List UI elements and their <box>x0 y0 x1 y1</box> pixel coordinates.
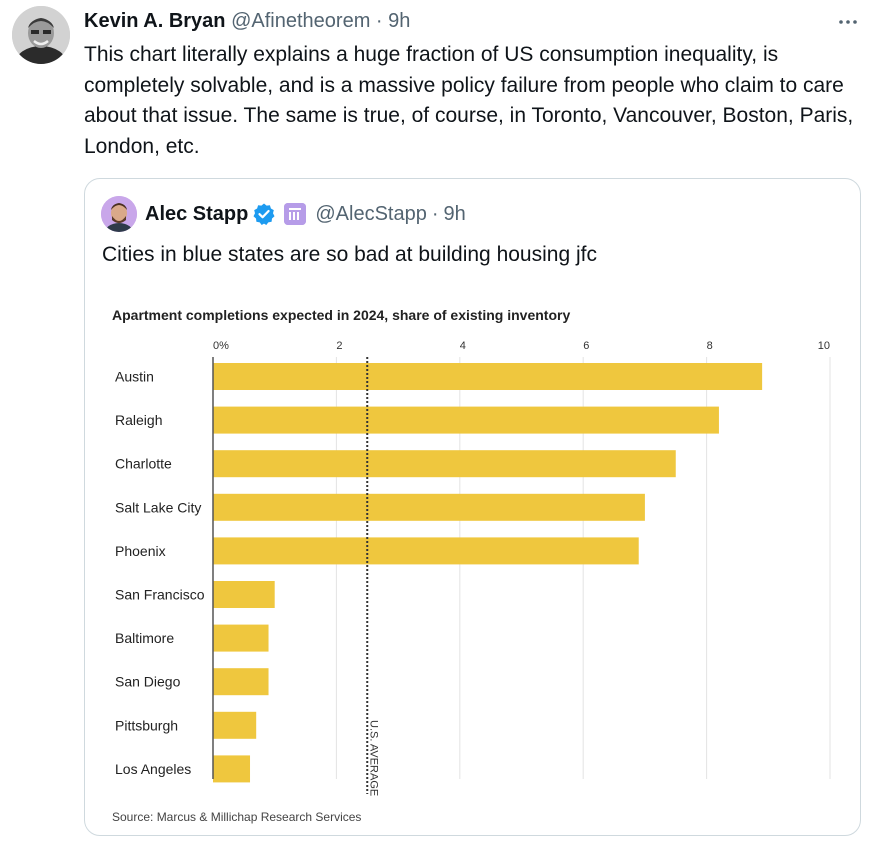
affiliation-badge-icon[interactable] <box>284 203 307 225</box>
chart-title: Apartment completions expected in 2024, … <box>112 307 570 323</box>
x-tick-label: 0% <box>213 340 229 352</box>
bar <box>213 493 645 521</box>
quoted-author-name[interactable]: Alec Stapp <box>145 203 249 225</box>
quoted-separator: · <box>431 203 439 225</box>
x-tick-label: 4 <box>460 340 466 352</box>
bar <box>213 450 676 478</box>
bar <box>213 755 251 783</box>
category-label: Baltimore <box>115 630 174 646</box>
us-average-label: U.S. AVERAGE <box>367 720 379 796</box>
category-label: Los Angeles <box>115 761 191 777</box>
category-label: Pittsburgh <box>115 717 178 733</box>
quoted-tweet-text: Cities in blue states are so bad at buil… <box>102 243 597 266</box>
bar <box>213 406 719 434</box>
category-label: Raleigh <box>115 412 162 428</box>
quoted-tweet-time[interactable]: 9h <box>443 203 466 225</box>
category-label: Salt Lake City <box>115 499 201 515</box>
bar <box>213 363 763 390</box>
category-label: San Diego <box>115 674 181 690</box>
bar <box>213 668 269 696</box>
tweet-text: This chart literally explains a huge fra… <box>84 43 854 158</box>
chart-source: Source: Marcus & Millichap Research Serv… <box>112 810 361 824</box>
x-tick-label: 8 <box>707 340 713 352</box>
quoted-author-avatar[interactable] <box>101 196 137 232</box>
bar <box>213 581 275 608</box>
x-tick-label: 10 <box>818 340 830 352</box>
author-name[interactable]: Kevin A. Bryan <box>84 10 226 32</box>
category-label: San Francisco <box>115 587 205 603</box>
quoted-tweet[interactable]: Alec Stapp @AlecStapp · 9h Cities in blu… <box>84 178 861 836</box>
category-label: Austin <box>115 369 154 385</box>
verified-badge-icon <box>253 203 275 225</box>
bar <box>213 537 639 565</box>
author-handle[interactable]: @Afinetheorem <box>231 10 371 32</box>
tweet-time[interactable]: 9h <box>388 10 411 32</box>
bar <box>213 711 257 739</box>
bar-chart: Apartment completions expected in 2024, … <box>112 307 831 824</box>
more-horizontal-icon[interactable] <box>832 8 864 34</box>
quoted-author-handle[interactable]: @AlecStapp <box>315 203 427 225</box>
bar <box>213 624 269 652</box>
author-avatar[interactable] <box>12 6 70 64</box>
x-tick-label: 2 <box>336 340 342 352</box>
chart-image[interactable]: Apartment completions expected in 2024, … <box>85 289 860 835</box>
category-label: Phoenix <box>115 543 166 559</box>
quoted-tweet-header: Alec Stapp @AlecStapp · 9h <box>145 201 466 227</box>
x-tick-label: 6 <box>583 340 589 352</box>
tweet-header: Kevin A. Bryan @Afinetheorem · 9h <box>84 8 410 34</box>
separator: · <box>375 10 383 32</box>
category-label: Charlotte <box>115 456 172 472</box>
